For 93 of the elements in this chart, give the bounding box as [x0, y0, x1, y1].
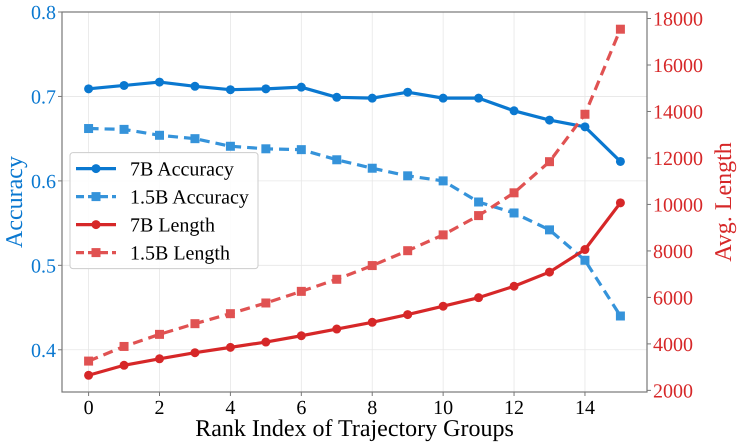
y-tick-label: 0.7 — [31, 86, 56, 108]
legend-label: 7B Length — [130, 214, 215, 237]
point — [120, 124, 129, 134]
point — [155, 354, 164, 364]
point — [120, 80, 129, 90]
point — [438, 230, 448, 240]
point — [616, 312, 625, 320]
point — [190, 82, 200, 91]
y2-tick-label: 6000 — [653, 287, 693, 310]
point — [403, 171, 412, 180]
point — [332, 324, 342, 334]
point — [296, 82, 306, 92]
legend-label: 1.5B Accuracy — [130, 186, 249, 209]
point — [616, 198, 625, 208]
x-tick-label: 14 — [574, 397, 595, 419]
y2-axis-title: Avg. Length — [711, 142, 737, 262]
point — [155, 130, 164, 140]
y-tick-label: 0.8 — [31, 2, 56, 24]
point — [438, 176, 448, 186]
y2-tick-label: 16000 — [653, 54, 703, 77]
y-axis-title: Accuracy — [2, 156, 28, 248]
point — [368, 318, 377, 327]
point — [474, 211, 484, 220]
point — [510, 208, 519, 218]
point — [332, 155, 342, 164]
point — [155, 330, 164, 339]
y2-tick-label: 10000 — [653, 194, 703, 216]
point — [84, 370, 94, 380]
point — [261, 298, 270, 308]
point — [261, 84, 270, 94]
y2-tick-label: 4000 — [653, 334, 693, 356]
point — [474, 198, 484, 206]
point — [580, 245, 590, 254]
point — [474, 293, 484, 302]
point — [474, 94, 484, 103]
point — [120, 360, 129, 370]
y2-tick-label: 12000 — [653, 148, 703, 170]
y-tick-label: 0.5 — [31, 255, 56, 278]
point — [438, 94, 448, 103]
point — [438, 302, 448, 311]
point — [296, 286, 306, 296]
point — [545, 116, 554, 125]
x-tick-label: 2 — [154, 397, 164, 419]
x-tick-label: 8 — [367, 397, 378, 419]
point — [403, 246, 412, 256]
point — [332, 92, 342, 102]
point — [296, 331, 306, 340]
point — [403, 310, 412, 320]
point — [510, 282, 519, 291]
point — [510, 188, 519, 198]
point — [190, 319, 200, 328]
point — [190, 348, 200, 358]
point — [155, 78, 164, 87]
y2-tick-label: 18000 — [653, 8, 703, 31]
point — [580, 256, 590, 265]
point — [226, 342, 235, 352]
point — [545, 268, 554, 277]
point — [545, 225, 554, 234]
point — [84, 84, 94, 94]
point — [616, 24, 625, 34]
y2-tick-label: 14000 — [653, 101, 703, 124]
x-tick-label: 0 — [84, 397, 94, 419]
point — [226, 309, 235, 318]
point — [403, 88, 412, 97]
x-axis-title: Rank Index of Trajectory Groups — [195, 416, 514, 442]
point — [510, 106, 519, 116]
point — [332, 274, 342, 284]
x-tick-label: 10 — [433, 397, 454, 419]
x-tick-label: 6 — [296, 397, 306, 419]
point — [580, 122, 590, 132]
y2-tick-label: 2000 — [653, 380, 693, 402]
point — [368, 164, 377, 173]
y-tick-label: 0.4 — [31, 340, 56, 362]
point — [580, 110, 590, 119]
point — [368, 261, 377, 270]
x-tick-label: 4 — [225, 397, 236, 419]
point — [120, 342, 129, 351]
point — [84, 356, 94, 366]
point — [261, 338, 270, 347]
legend-label: 7B Accuracy — [130, 158, 234, 181]
point — [261, 144, 270, 154]
point — [545, 157, 554, 166]
x-tick-label: 12 — [504, 397, 524, 419]
legend-label: 1.5B Length — [130, 242, 230, 265]
y2-tick-label: 8000 — [653, 240, 693, 263]
point — [226, 142, 235, 151]
y-tick-label: 0.6 — [31, 170, 56, 193]
point — [296, 145, 306, 154]
point — [84, 124, 94, 134]
point — [368, 94, 377, 103]
point — [226, 85, 235, 94]
point — [190, 134, 200, 144]
point — [616, 156, 625, 166]
